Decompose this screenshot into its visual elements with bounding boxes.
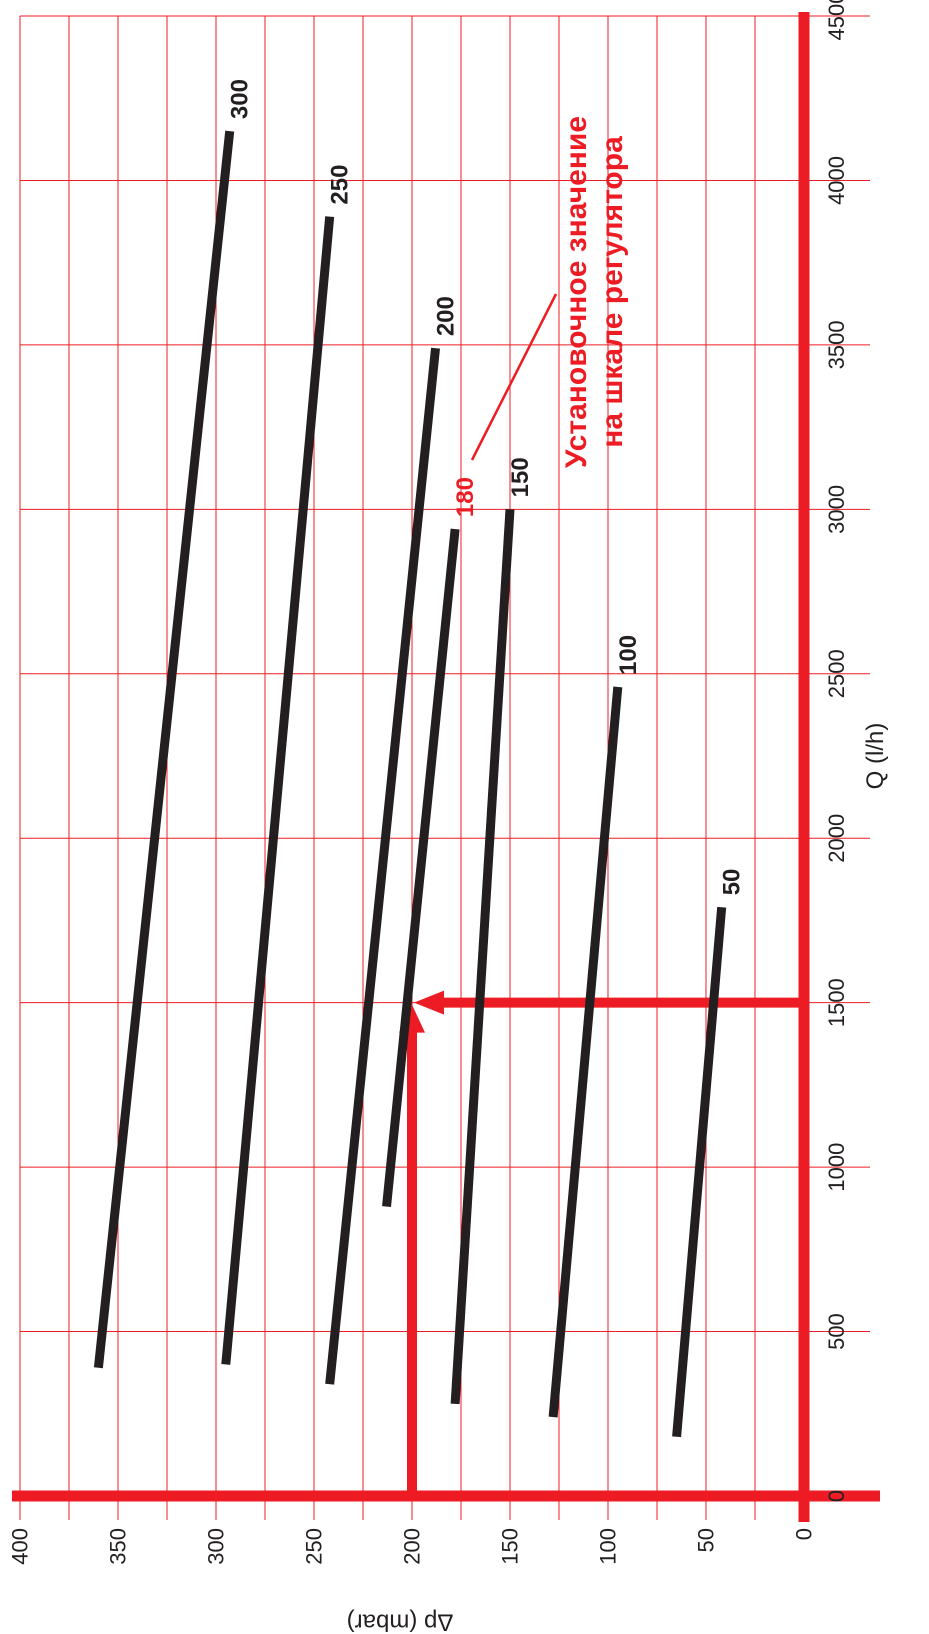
series-label-180: 180 bbox=[452, 477, 479, 517]
series-line-180 bbox=[382, 528, 460, 1208]
series-label-100: 100 bbox=[615, 635, 642, 675]
series-lines bbox=[93, 130, 727, 1438]
y-tick-label: 0 bbox=[792, 1528, 817, 1540]
axis-titles: Q (l/h) Δp (mbar) bbox=[347, 723, 889, 1634]
series-line-300 bbox=[93, 130, 235, 1369]
y-tick-label: 200 bbox=[400, 1528, 425, 1565]
annotation: Установочное значение на шкале регулятора bbox=[470, 116, 629, 468]
y-tick-label: 100 bbox=[596, 1528, 621, 1565]
x-tick-label: 3500 bbox=[824, 320, 849, 369]
y-tick-label: 50 bbox=[694, 1528, 719, 1552]
y-tick-label: 150 bbox=[498, 1528, 523, 1565]
series-line-150 bbox=[450, 509, 515, 1405]
example-arrow-left bbox=[414, 990, 444, 1015]
annotation-line-1: Установочное значение bbox=[560, 116, 593, 468]
series-line-200 bbox=[325, 347, 440, 1385]
series-label-250: 250 bbox=[327, 165, 354, 205]
x-tick-label: 500 bbox=[824, 1313, 849, 1350]
series-label-200: 200 bbox=[433, 296, 460, 336]
grid bbox=[19, 15, 870, 1520]
axes bbox=[12, 12, 880, 1522]
x-tick-label: 3000 bbox=[824, 485, 849, 534]
y-tick-label: 400 bbox=[8, 1528, 33, 1565]
x-axis-title: Q (l/h) bbox=[862, 723, 889, 790]
x-tick-label: 1000 bbox=[824, 1143, 849, 1192]
series-label-50: 50 bbox=[719, 869, 746, 896]
annotation-leader bbox=[470, 293, 558, 461]
tick-labels: 0 500 1000 1500 2000 2500 3000 3500 4000 4500 0 50 1… bbox=[8, 0, 850, 1565]
series-line-100 bbox=[548, 686, 623, 1418]
x-tick-label: 2000 bbox=[824, 814, 849, 863]
y-tick-label: 250 bbox=[302, 1528, 327, 1565]
series-label-150: 150 bbox=[507, 457, 534, 497]
x-tick-label: 2500 bbox=[824, 649, 849, 698]
x-tick-label: 4000 bbox=[824, 156, 849, 205]
y-tick-label: 350 bbox=[106, 1528, 131, 1565]
annotation-line-2: на шкале регулятора bbox=[596, 136, 629, 448]
y-tick-label: 300 bbox=[204, 1528, 229, 1565]
series-labels: 50 100 150 180 200 250 300 bbox=[227, 79, 746, 895]
x-tick-label: 0 bbox=[824, 1490, 849, 1502]
y-axis-title: Δp (mbar) bbox=[347, 1609, 454, 1634]
series-label-300: 300 bbox=[227, 79, 254, 119]
series-line-250 bbox=[221, 216, 335, 1365]
example-reading bbox=[399, 990, 804, 1496]
x-tick-label: 4500 bbox=[824, 0, 849, 40]
x-tick-label: 1500 bbox=[824, 978, 849, 1027]
series-line-50 bbox=[672, 906, 727, 1438]
